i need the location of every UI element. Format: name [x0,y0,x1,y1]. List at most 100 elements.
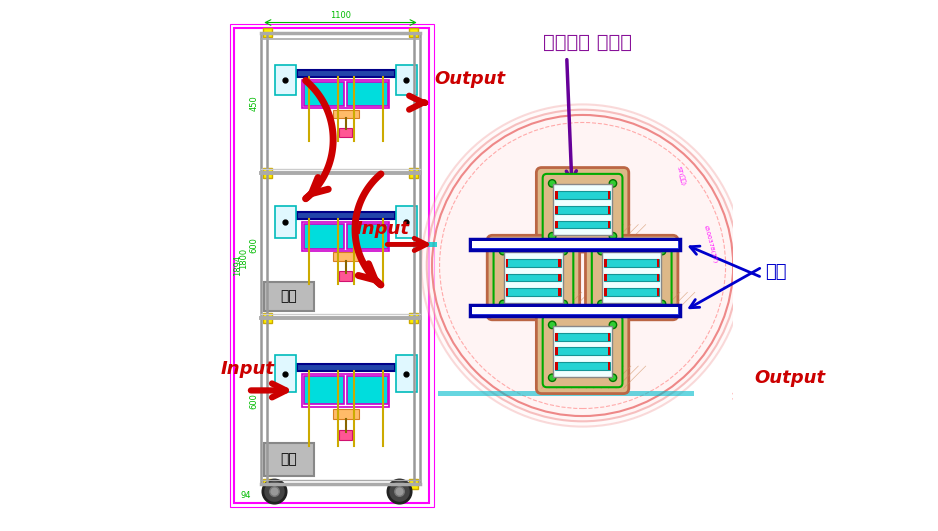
Bar [507,273,508,281]
Bar [264,281,314,311]
Bar [555,206,557,213]
Bar [555,206,610,213]
Circle shape [499,300,507,307]
Bar [275,65,295,96]
Text: 1894: 1894 [233,255,242,276]
Bar [230,23,433,508]
Bar [608,206,610,213]
Bar [302,374,389,407]
Bar [275,355,295,392]
Circle shape [427,110,738,421]
Text: 플라즈마 발생기: 플라즈마 발생기 [543,32,632,52]
Bar [304,376,344,405]
Bar [470,305,680,316]
FancyBboxPatch shape [487,235,580,320]
Circle shape [610,233,616,240]
Bar [304,82,344,106]
Circle shape [658,300,666,307]
Bar [555,347,610,355]
Bar [297,212,395,219]
Bar [340,128,352,137]
Circle shape [610,374,616,381]
Text: 1100: 1100 [330,11,351,20]
Text: 450: 450 [250,95,258,110]
Bar [507,273,561,281]
Text: Input: Input [220,361,275,378]
Bar [604,273,607,281]
Bar [347,376,387,405]
Circle shape [549,179,556,187]
Bar [263,313,272,322]
Text: 내벽: 내벽 [764,263,786,281]
Bar [553,184,612,235]
Bar [472,307,678,314]
FancyBboxPatch shape [543,315,623,387]
Circle shape [549,321,556,329]
Circle shape [388,480,411,503]
Bar [604,288,607,296]
Bar [347,82,387,106]
Bar [333,408,359,418]
Bar [555,191,610,199]
Text: Input: Input [356,220,409,237]
Bar [263,168,272,177]
Circle shape [549,374,556,381]
Bar [558,288,561,296]
Bar [333,110,359,118]
Bar [234,28,430,503]
Bar [553,326,612,376]
Bar [470,239,680,250]
Bar [558,259,561,267]
Bar [390,242,437,247]
Bar [507,259,508,267]
FancyBboxPatch shape [543,174,623,246]
Bar [297,70,395,78]
Text: ST(귀벽): ST(귀벽) [676,165,687,186]
Bar [657,273,658,281]
FancyBboxPatch shape [537,168,628,252]
Bar [604,288,658,296]
Bar [302,222,389,251]
Bar [396,355,416,392]
Bar [333,252,359,261]
Bar [472,241,678,248]
Bar [340,430,352,440]
Bar [263,28,272,37]
Circle shape [549,233,556,240]
Text: 1800: 1800 [239,248,248,269]
Text: Output: Output [754,369,825,387]
Circle shape [499,247,507,255]
Bar [507,259,561,267]
Bar [297,364,395,371]
Bar [275,206,295,238]
Bar [555,362,610,370]
Text: 600: 600 [250,237,258,253]
Circle shape [263,480,286,503]
Circle shape [270,487,280,496]
FancyBboxPatch shape [592,242,672,313]
Bar [555,333,610,340]
Bar [604,259,658,267]
FancyBboxPatch shape [585,235,678,320]
Text: Ø.00378(3T): Ø.00378(3T) [703,225,719,264]
Bar [555,333,557,340]
Bar [396,206,416,238]
Bar [340,271,352,281]
Bar [604,259,607,267]
FancyBboxPatch shape [493,242,573,313]
Bar [409,313,418,322]
Bar [657,259,658,267]
Bar [555,220,557,228]
Circle shape [395,487,404,496]
Bar [555,220,610,228]
Bar [347,224,387,249]
Bar [409,479,418,489]
Bar [555,362,557,370]
Bar [608,191,610,199]
Bar [657,288,658,296]
Circle shape [421,105,744,426]
Text: 전원: 전원 [280,452,297,466]
Circle shape [560,247,567,255]
Circle shape [610,321,616,329]
Text: 전원: 전원 [280,289,297,303]
